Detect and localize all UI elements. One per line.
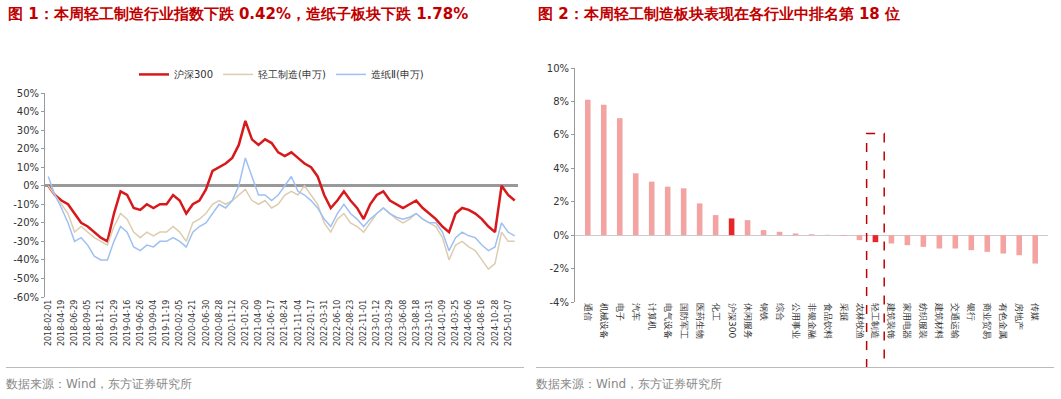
svg-text:2018-09-05: 2018-09-05: [83, 300, 92, 347]
svg-text:综合: 综合: [775, 303, 785, 321]
svg-text:-4%: -4%: [550, 297, 569, 308]
svg-text:建筑装饰: 建筑装饰: [886, 302, 896, 339]
svg-text:2023-10-31: 2023-10-31: [425, 300, 434, 347]
svg-text:房地产: 房地产: [1014, 303, 1024, 330]
svg-text:2025-01-07: 2025-01-07: [504, 300, 513, 347]
svg-text:0%: 0%: [553, 230, 569, 241]
svg-text:2023-03-29: 2023-03-29: [386, 300, 395, 347]
svg-text:2022-03-31: 2022-03-31: [320, 300, 329, 347]
svg-text:2018-06-29: 2018-06-29: [70, 300, 79, 347]
svg-text:有色金属: 有色金属: [998, 303, 1008, 339]
svg-text:2022-11-01: 2022-11-01: [359, 300, 368, 347]
svg-text:商业贸易: 商业贸易: [982, 303, 992, 339]
svg-text:0%: 0%: [23, 180, 39, 191]
svg-text:6%: 6%: [553, 129, 569, 140]
svg-text:2019-11-19: 2019-11-19: [162, 300, 171, 347]
svg-text:2024-03-25: 2024-03-25: [451, 300, 460, 347]
svg-text:造纸Ⅱ(申万): 造纸Ⅱ(申万): [371, 69, 424, 80]
html-text:图 1：本周轻工制造行业指数下跌 0.42%，造纸子板块下跌: 图 1：本周轻工制造行业指数下跌 0.42%，造纸子板块下跌 1.78%: [8, 5, 469, 23]
svg-text:10%: 10%: [547, 63, 569, 74]
svg-text:建筑材料: 建筑材料: [934, 302, 944, 339]
svg-text:2023-08-18: 2023-08-18: [412, 300, 421, 347]
svg-text:2024-06-06: 2024-06-06: [464, 300, 473, 347]
svg-text:30%: 30%: [17, 125, 39, 136]
svg-text:2020-06-30: 2020-06-30: [202, 300, 211, 347]
svg-text:-10%: -10%: [13, 199, 39, 210]
svg-text:家用电器: 家用电器: [902, 303, 912, 339]
svg-text:2024-01-09: 2024-01-09: [438, 300, 447, 347]
html-text:图 2：本周轻工制造板块表现在各行业中排名第 18 位: 图 2：本周轻工制造板块表现在各行业中排名第 18 位: [538, 5, 900, 23]
svg-text:2022-08-23: 2022-08-23: [346, 300, 355, 347]
svg-text:纺织服装: 纺织服装: [918, 303, 928, 339]
svg-text:电子: 电子: [615, 303, 625, 321]
svg-text:公用事业: 公用事业: [791, 303, 801, 339]
svg-text:汽车: 汽车: [631, 303, 641, 321]
svg-text:-50%: -50%: [13, 273, 39, 284]
svg-text:轻工制造: 轻工制造: [870, 303, 880, 339]
svg-text:医药生物: 医药生物: [695, 303, 705, 339]
svg-text:2018-11-21: 2018-11-21: [96, 300, 105, 347]
svg-text:2021-08-24: 2021-08-24: [280, 300, 289, 347]
svg-text:2021-04-09: 2021-04-09: [254, 300, 263, 347]
svg-text:2022-06-10: 2022-06-10: [333, 300, 342, 347]
svg-text:电气设备: 电气设备: [663, 303, 673, 339]
svg-text:采掘: 采掘: [839, 303, 849, 321]
svg-text:-40%: -40%: [13, 254, 39, 265]
svg-text:2018-04-19: 2018-04-19: [57, 300, 66, 347]
svg-text:交通运输: 交通运输: [950, 303, 960, 339]
svg-text:沪深300: 沪深300: [727, 303, 737, 338]
svg-text:2020-11-12: 2020-11-12: [228, 300, 237, 347]
svg-text:2019-01-29: 2019-01-29: [110, 300, 119, 347]
svg-text:2019-06-26: 2019-06-26: [136, 300, 145, 347]
svg-text:银行: 银行: [966, 302, 976, 321]
svg-text:机械设备: 机械设备: [599, 303, 609, 339]
svg-text:2023-01-12: 2023-01-12: [372, 300, 381, 347]
svg-text:2024-08-16: 2024-08-16: [477, 300, 486, 347]
svg-text:40%: 40%: [17, 106, 39, 117]
svg-text:2021-01-20: 2021-01-20: [241, 300, 250, 347]
html-text:数据来源：Wind，东方证券研究所: 数据来源：Wind，东方证券研究所: [6, 377, 193, 391]
svg-text:非银金融: 非银金融: [807, 303, 817, 339]
svg-text:-20%: -20%: [13, 217, 39, 228]
svg-text:-60%: -60%: [13, 292, 39, 303]
svg-text:传媒: 传媒: [1030, 303, 1040, 321]
svg-text:钢铁: 钢铁: [759, 302, 769, 321]
svg-text:沪深300: 沪深300: [174, 69, 213, 80]
svg-text:2020-08-28: 2020-08-28: [215, 300, 224, 347]
svg-text:50%: 50%: [17, 88, 39, 99]
svg-text:计算机: 计算机: [647, 303, 657, 330]
svg-text:2019-09-04: 2019-09-04: [149, 300, 158, 347]
svg-text:2019-04-16: 2019-04-16: [123, 300, 132, 347]
svg-text:2022-01-17: 2022-01-17: [307, 300, 316, 347]
svg-text:2020-02-05: 2020-02-05: [175, 300, 184, 347]
svg-text:20%: 20%: [17, 143, 39, 154]
svg-text:化工: 化工: [711, 303, 721, 321]
svg-text:2021-06-17: 2021-06-17: [267, 300, 276, 347]
svg-text:休闲服务: 休闲服务: [743, 303, 753, 339]
svg-text:4%: 4%: [553, 163, 569, 174]
svg-text:2018-02-01: 2018-02-01: [44, 300, 53, 347]
svg-text:农林牧渔: 农林牧渔: [855, 303, 865, 339]
svg-text:食品饮料: 食品饮料: [823, 303, 833, 339]
svg-text:8%: 8%: [553, 96, 569, 107]
svg-text:-30%: -30%: [13, 236, 39, 247]
svg-text:2023-06-08: 2023-06-08: [399, 300, 408, 347]
svg-text:2021-11-04: 2021-11-04: [294, 300, 303, 347]
svg-text:2%: 2%: [553, 196, 569, 207]
svg-text:2024-10-28: 2024-10-28: [491, 300, 500, 347]
svg-text:2020-04-21: 2020-04-21: [188, 300, 197, 347]
svg-text:-2%: -2%: [550, 263, 569, 274]
html-text:数据来源：Wind，东方证券研究所: 数据来源：Wind，东方证券研究所: [536, 377, 723, 391]
svg-text:10%: 10%: [17, 162, 39, 173]
svg-text:国防军工: 国防军工: [679, 303, 689, 339]
svg-text:轻工制造(申万): 轻工制造(申万): [258, 69, 326, 80]
svg-text:通信: 通信: [583, 303, 593, 321]
